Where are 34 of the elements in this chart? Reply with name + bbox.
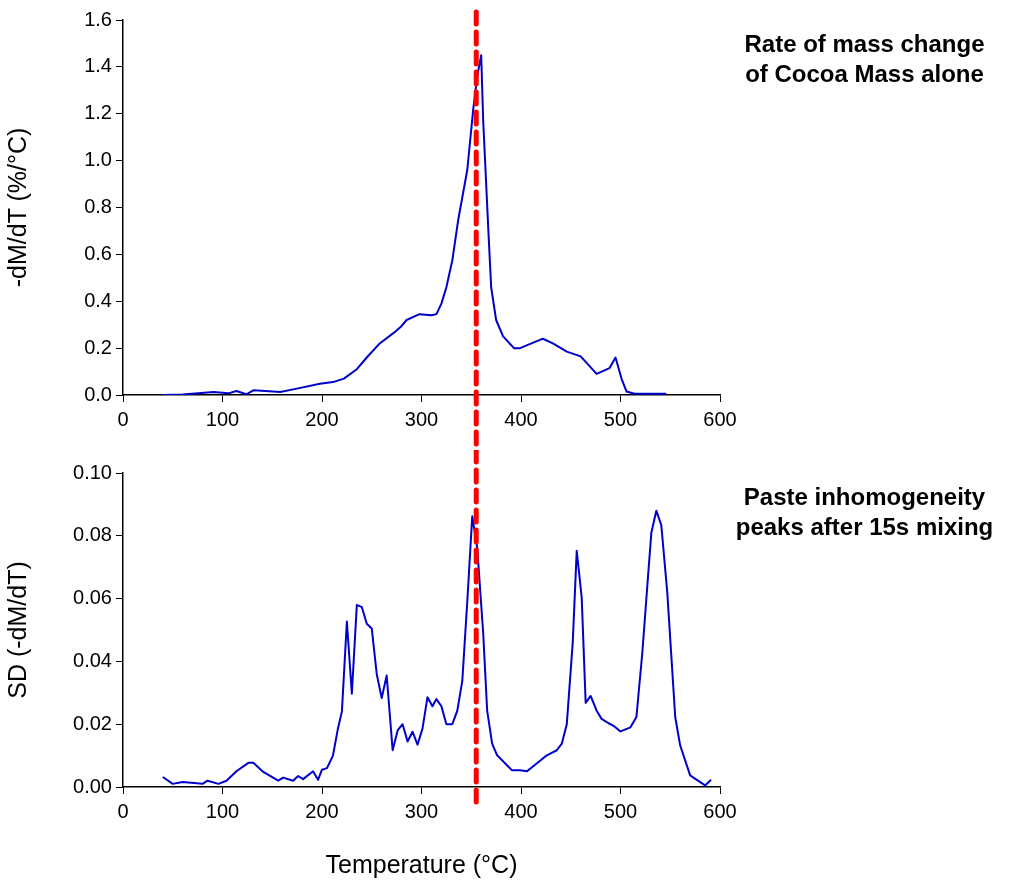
y-tick-label: 0.02 (73, 711, 112, 734)
y-tick-label: 0.6 (84, 241, 112, 264)
text: Paste inhomogeneity peaks after 15s mixing (735, 482, 994, 540)
y-tick-label: 0.00 (73, 774, 112, 797)
x-tick-label: 300 (404, 799, 439, 822)
y-tick-label: 0.08 (73, 523, 112, 546)
y-tick-label: 0.4 (84, 288, 112, 311)
x-tick-label: 0 (117, 407, 129, 430)
x-tick-label: 600 (703, 407, 737, 430)
y-tick-label: 1.6 (84, 7, 112, 30)
x-tick-label: 200 (305, 799, 339, 822)
x-tick-label: 500 (603, 407, 638, 430)
y-tick-label: 0.04 (73, 648, 112, 671)
x-axis-title: Temperature (°C) (325, 849, 518, 878)
y-tick-label: 0.8 (84, 195, 112, 218)
y-tick-label: 0.10 (73, 460, 112, 483)
y-tick-label: 1.0 (84, 148, 112, 171)
x-tick-label: 100 (205, 407, 240, 430)
y-axis-title: SD (-dM/dT) (2, 561, 31, 699)
x-tick-label: 100 (205, 799, 240, 822)
x-tick-label: 200 (305, 407, 339, 430)
x-tick-label: 300 (404, 407, 439, 430)
y-tick-label: 1.2 (84, 101, 112, 124)
y-tick-label: 0.06 (73, 586, 112, 609)
x-tick-label: 400 (504, 799, 538, 822)
x-tick-label: 0 (117, 799, 129, 822)
x-tick-label: 600 (703, 799, 737, 822)
y-tick-label: 0.0 (84, 382, 112, 405)
x-tick-label: 500 (603, 799, 638, 822)
y-axis-title: -dM/dT (%/°C) (2, 127, 31, 288)
y-tick-label: 1.4 (84, 54, 112, 77)
text: Rate of mass change of Cocoa Mass alone (744, 29, 985, 87)
y-tick-label: 0.2 (84, 335, 112, 358)
x-tick-label: 400 (504, 407, 538, 430)
